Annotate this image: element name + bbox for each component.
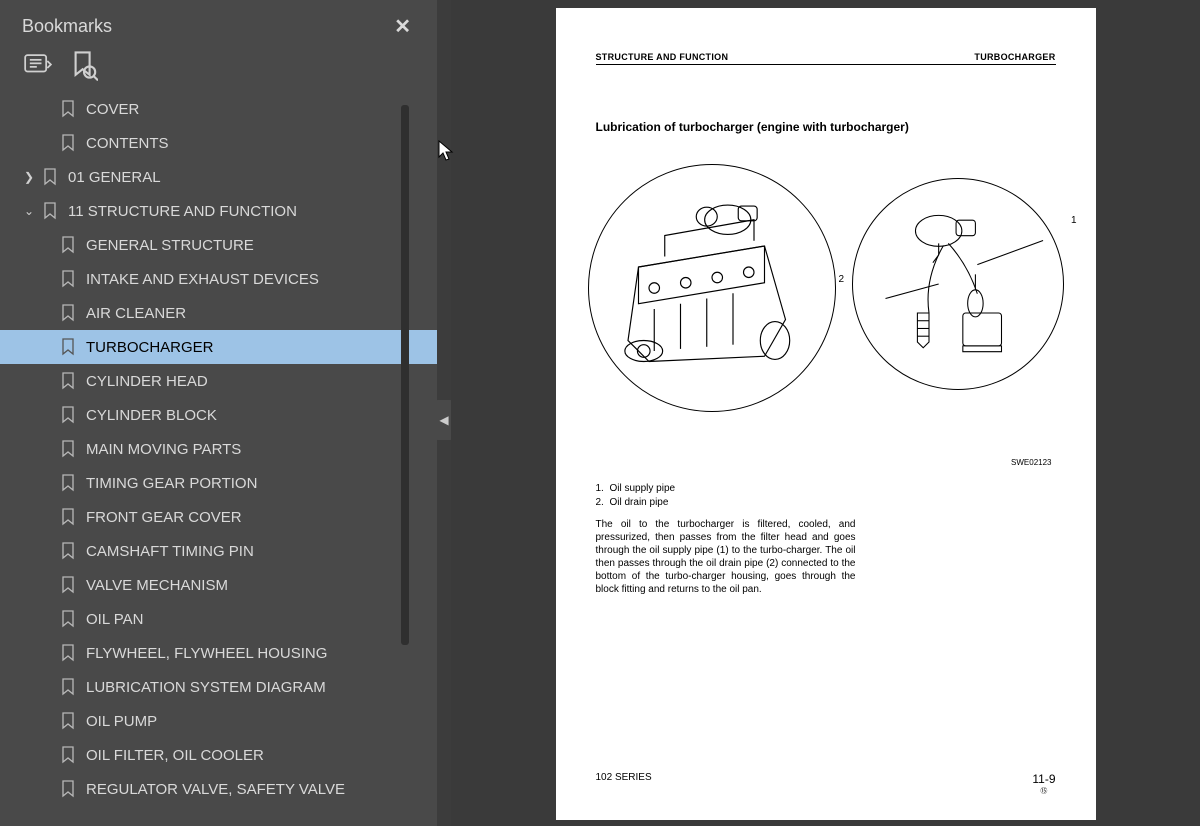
- bookmark-icon: [58, 406, 78, 424]
- bookmark-icon: [58, 270, 78, 288]
- bookmark-item[interactable]: MAIN MOVING PARTS: [0, 432, 437, 466]
- figure-engine: [588, 164, 836, 412]
- bookmark-label: CONTENTS: [86, 135, 169, 152]
- bookmark-item[interactable]: ⌄ 11 STRUCTURE AND FUNCTION: [0, 194, 437, 228]
- bookmark-label: REGULATOR VALVE, SAFETY VALVE: [86, 781, 345, 798]
- bookmark-label: MAIN MOVING PARTS: [86, 441, 241, 458]
- bookmark-item[interactable]: INTAKE AND EXHAUST DEVICES: [0, 262, 437, 296]
- bookmark-label: FLYWHEEL, FLYWHEEL HOUSING: [86, 645, 327, 662]
- bookmark-label: TURBOCHARGER: [86, 339, 214, 356]
- bookmark-label: LUBRICATION SYSTEM DIAGRAM: [86, 679, 326, 696]
- expand-icon[interactable]: ❯: [20, 170, 38, 184]
- bookmarks-tree[interactable]: COVER CONTENTS ❯ 01 GENERAL ⌄ 11 STRUCTURE AN…: [0, 88, 437, 826]
- bookmark-item[interactable]: TURBOCHARGER: [0, 330, 437, 364]
- bookmark-icon: [58, 474, 78, 492]
- bookmark-item[interactable]: LUBRICATION SYSTEM DIAGRAM: [0, 670, 437, 704]
- panel-divider[interactable]: ◀: [437, 0, 451, 826]
- bookmark-item[interactable]: GENERAL STRUCTURE: [0, 228, 437, 262]
- bookmark-icon: [58, 236, 78, 254]
- bookmark-icon: [58, 780, 78, 798]
- bookmark-label: OIL PUMP: [86, 713, 157, 730]
- figure-code: SWE02123: [1011, 458, 1051, 467]
- bookmark-label: GENERAL STRUCTURE: [86, 237, 254, 254]
- page-footer: 102 SERIES 11-9 ⑮: [596, 772, 1056, 796]
- bookmark-item[interactable]: FLYWHEEL, FLYWHEEL HOUSING: [0, 636, 437, 670]
- bookmark-icon: [58, 508, 78, 526]
- bookmarks-toolbar: [0, 48, 437, 88]
- bookmark-item[interactable]: COVER: [0, 92, 437, 126]
- bookmark-label: CYLINDER HEAD: [86, 373, 208, 390]
- page-header-left: STRUCTURE AND FUNCTION: [596, 52, 729, 62]
- callout-2: 2: [839, 274, 845, 285]
- body-paragraph: The oil to the turbocharger is filtered,…: [596, 518, 856, 596]
- bookmark-item[interactable]: TIMING GEAR PORTION: [0, 466, 437, 500]
- bookmarks-title: Bookmarks: [22, 16, 112, 37]
- bookmark-icon: [58, 712, 78, 730]
- bookmark-icon: [58, 338, 78, 356]
- bookmarks-header: Bookmarks ✕: [0, 0, 437, 48]
- bookmark-icon: [58, 644, 78, 662]
- bookmark-item[interactable]: CYLINDER HEAD: [0, 364, 437, 398]
- bookmark-item[interactable]: REGULATOR VALVE, SAFETY VALVE: [0, 772, 437, 806]
- page-header: STRUCTURE AND FUNCTION TURBOCHARGER: [596, 52, 1056, 65]
- bookmark-icon: [58, 134, 78, 152]
- pdf-page: STRUCTURE AND FUNCTION TURBOCHARGER Lubr…: [556, 8, 1096, 820]
- find-bookmark-icon[interactable]: [70, 54, 98, 78]
- bookmark-icon: [58, 678, 78, 696]
- bookmark-icon: [40, 168, 60, 186]
- bookmark-item[interactable]: CONTENTS: [0, 126, 437, 160]
- close-panel-button[interactable]: ✕: [386, 10, 419, 43]
- options-icon[interactable]: [24, 54, 52, 78]
- bookmark-label: OIL FILTER, OIL COOLER: [86, 747, 264, 764]
- bookmark-icon: [58, 542, 78, 560]
- figure-row: 1 2: [588, 158, 1064, 444]
- bookmark-icon: [58, 304, 78, 322]
- footer-sub: ⑮: [1032, 786, 1055, 796]
- collapse-handle[interactable]: ◀: [436, 400, 452, 440]
- bookmark-label: 01 GENERAL: [68, 169, 161, 186]
- footer-left: 102 SERIES: [596, 772, 652, 796]
- bookmarks-panel: Bookmarks ✕ COVER CONTENTS ❯ 01 GENERAL ⌄ 11 …: [0, 0, 437, 826]
- expand-icon[interactable]: ⌄: [20, 204, 38, 218]
- page-header-right: TURBOCHARGER: [974, 52, 1055, 62]
- list-item: 2.Oil drain pipe: [596, 496, 676, 510]
- bookmark-label: OIL PAN: [86, 611, 144, 628]
- bookmark-label: CAMSHAFT TIMING PIN: [86, 543, 254, 560]
- bookmark-icon: [58, 576, 78, 594]
- bookmark-icon: [58, 372, 78, 390]
- callout-1: 1: [1071, 215, 1077, 226]
- bookmark-item[interactable]: OIL PAN: [0, 602, 437, 636]
- figure-turbo: 1 2: [852, 178, 1064, 390]
- bookmark-item[interactable]: AIR CLEANER: [0, 296, 437, 330]
- bookmark-item[interactable]: CYLINDER BLOCK: [0, 398, 437, 432]
- part-list: 1.Oil supply pipe2.Oil drain pipe: [596, 482, 676, 509]
- bookmark-icon: [40, 202, 60, 220]
- list-item: 1.Oil supply pipe: [596, 482, 676, 496]
- bookmark-item[interactable]: VALVE MECHANISM: [0, 568, 437, 602]
- bookmark-label: 11 STRUCTURE AND FUNCTION: [68, 203, 297, 220]
- bookmark-label: AIR CLEANER: [86, 305, 186, 322]
- page-number: 11-9: [1032, 772, 1055, 786]
- bookmark-item[interactable]: OIL FILTER, OIL COOLER: [0, 738, 437, 772]
- page-title: Lubrication of turbocharger (engine with…: [596, 120, 909, 134]
- document-viewport[interactable]: STRUCTURE AND FUNCTION TURBOCHARGER Lubr…: [451, 0, 1200, 826]
- bookmark-item[interactable]: OIL PUMP: [0, 704, 437, 738]
- bookmark-label: TIMING GEAR PORTION: [86, 475, 257, 492]
- bookmark-item[interactable]: ❯ 01 GENERAL: [0, 160, 437, 194]
- bookmark-label: FRONT GEAR COVER: [86, 509, 242, 526]
- bookmark-label: CYLINDER BLOCK: [86, 407, 217, 424]
- tree-scrollbar[interactable]: [401, 105, 409, 645]
- turbo-illustration: [871, 197, 1045, 371]
- bookmark-item[interactable]: FRONT GEAR COVER: [0, 500, 437, 534]
- bookmark-icon: [58, 610, 78, 628]
- bookmark-icon: [58, 746, 78, 764]
- bookmark-item[interactable]: CAMSHAFT TIMING PIN: [0, 534, 437, 568]
- bookmark-icon: [58, 440, 78, 458]
- bookmark-label: INTAKE AND EXHAUST DEVICES: [86, 271, 319, 288]
- footer-right: 11-9 ⑮: [1032, 772, 1055, 796]
- engine-illustration: [607, 183, 817, 393]
- bookmark-label: COVER: [86, 101, 139, 118]
- bookmark-icon: [58, 100, 78, 118]
- bookmark-label: VALVE MECHANISM: [86, 577, 228, 594]
